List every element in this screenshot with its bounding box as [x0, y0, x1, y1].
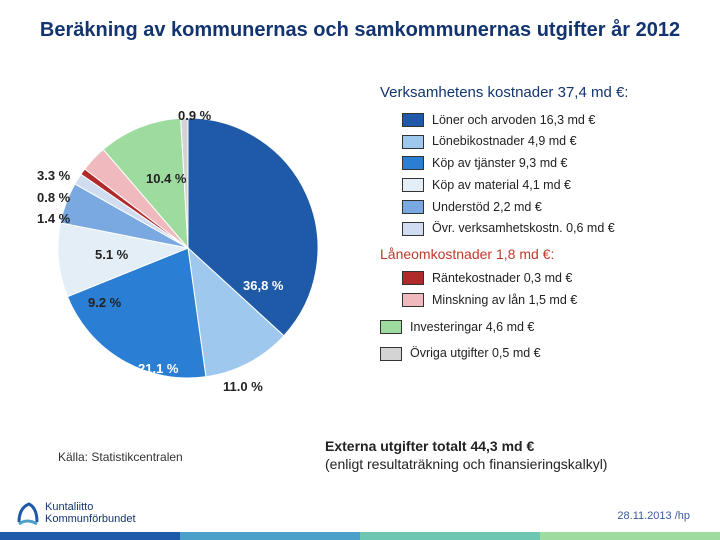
legend-swatch — [402, 271, 424, 285]
slice-label: 21.1 % — [138, 361, 178, 376]
legend-row: Löner och arvoden 16,3 md € — [402, 111, 710, 130]
legend-label: Minskning av lån 1,5 md € — [432, 291, 577, 310]
legend-label: Räntekostnader 0,3 md € — [432, 269, 572, 288]
source-text: Källa: Statistikcentralen — [58, 450, 183, 464]
legend-label: Investeringar 4,6 md € — [410, 318, 534, 337]
legend: Verksamhetens kostnader 37,4 md €: Löner… — [380, 82, 710, 366]
summary: Externa utgifter totalt 44,3 md € (enlig… — [325, 437, 607, 473]
legend-row: Räntekostnader 0,3 md € — [402, 269, 710, 288]
slice-label: 5.1 % — [95, 247, 128, 262]
logo-icon — [15, 498, 41, 530]
legend-row: Lönebikostnader 4,9 md € — [402, 132, 710, 151]
footer-date: 28.11.2013 /hp — [617, 510, 690, 522]
legend-swatch — [402, 222, 424, 236]
legend-label: Övriga utgifter 0,5 md € — [410, 344, 541, 363]
legend-label: Köp av material 4,1 md € — [432, 176, 571, 195]
page-title: Beräkning av kommunernas och samkommuner… — [0, 0, 720, 51]
legend-swatch — [402, 156, 424, 170]
legend-swatch — [402, 113, 424, 127]
slice-label: 9.2 % — [88, 295, 121, 310]
legend-row: Understöd 2,2 md € — [402, 198, 710, 217]
slice-label: 0.8 % — [37, 190, 70, 205]
legend-label: Övr. verksamhetskostn. 0,6 md € — [432, 219, 615, 238]
legend-swatch — [402, 135, 424, 149]
pie-svg — [48, 108, 328, 388]
legend-header-2: Låneomkostnader 1,8 md €: — [380, 244, 710, 265]
slice-label: 0.9 % — [178, 108, 211, 123]
summary-bold: Externa utgifter totalt 44,3 md € — [325, 438, 534, 454]
legend-label: Understöd 2,2 md € — [432, 198, 542, 217]
logo-line2: Kommunförbundet — [45, 514, 136, 526]
legend-row: Övriga utgifter 0,5 md € — [380, 344, 710, 363]
slice-label: 36,8 % — [243, 278, 283, 293]
legend-swatch — [380, 320, 402, 334]
slice-label: 1.4 % — [37, 211, 70, 226]
slice-label: 3.3 % — [37, 168, 70, 183]
legend-label: Lönebikostnader 4,9 md € — [432, 132, 577, 151]
legend-swatch — [380, 347, 402, 361]
legend-row: Köp av material 4,1 md € — [402, 176, 710, 195]
pie-chart: 36,8 % 11.0 % 21.1 % 9.2 % 5.1 % 1.4 % 0.8 % 3.… — [18, 88, 358, 428]
legend-row: Övr. verksamhetskostn. 0,6 md € — [402, 219, 710, 238]
legend-header-1: Verksamhetens kostnader 37,4 md €: — [380, 82, 710, 105]
footer-bar — [0, 532, 720, 540]
slice-label: 10.4 % — [146, 171, 186, 186]
summary-line2: (enligt resultaträkning och finansiering… — [325, 456, 607, 472]
legend-label: Köp av tjänster 9,3 md € — [432, 154, 568, 173]
legend-row: Minskning av lån 1,5 md € — [402, 291, 710, 310]
legend-swatch — [402, 200, 424, 214]
legend-row: Köp av tjänster 9,3 md € — [402, 154, 710, 173]
legend-swatch — [402, 178, 424, 192]
legend-label: Löner och arvoden 16,3 md € — [432, 111, 595, 130]
slice-label: 11.0 % — [223, 379, 263, 394]
legend-row: Investeringar 4,6 md € — [380, 318, 710, 337]
logo: Kuntaliitto Kommunförbundet — [15, 498, 136, 530]
legend-swatch — [402, 293, 424, 307]
